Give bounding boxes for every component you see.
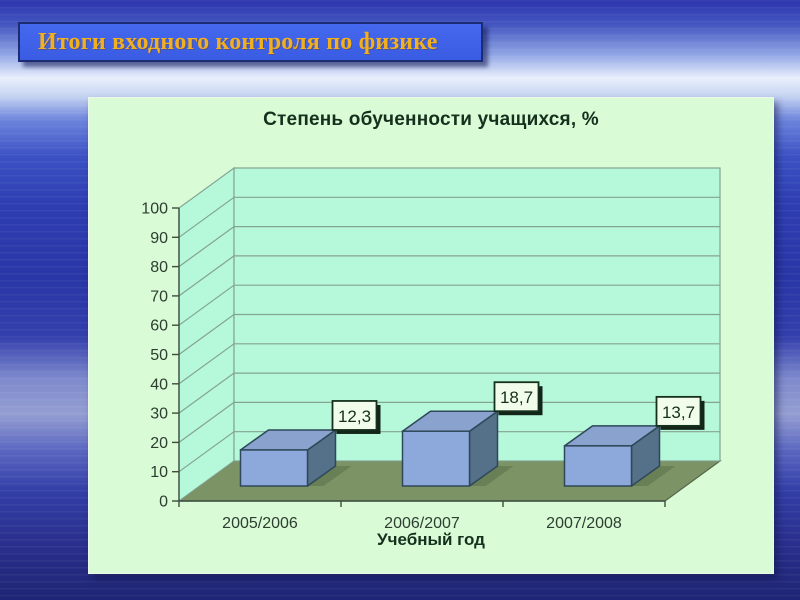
- y-tick-label: 40: [150, 376, 168, 393]
- chart-title: Степень обученности учащихся, %: [263, 109, 599, 130]
- value-label-box: [331, 400, 378, 431]
- value-label-box: [493, 381, 540, 413]
- y-tick-label: 80: [150, 259, 168, 276]
- x-category-label: 2007/2008: [546, 515, 622, 532]
- y-tick-label: 100: [141, 201, 168, 218]
- x-axis-title: Учебный год: [377, 530, 485, 549]
- y-tick-label: 20: [150, 435, 168, 452]
- y-tick-label: 60: [150, 318, 168, 335]
- value-label: 18,7: [500, 388, 533, 407]
- bar-front-face-2005/2006: [239, 449, 309, 487]
- gridline-side: [178, 255, 235, 297]
- slide-title: Итоги входного контроля по физике: [38, 28, 438, 55]
- gridline-side: [178, 314, 235, 355]
- y-tick-label: 90: [150, 230, 168, 247]
- gridline-side: [178, 431, 235, 473]
- bar-shadow: [631, 466, 676, 486]
- gridline-side: [178, 372, 235, 414]
- gridline-side: [178, 284, 235, 326]
- bar-front-face-2006/2007: [401, 430, 471, 487]
- y-tick-label: 30: [150, 406, 168, 423]
- gridline-side: [178, 196, 235, 238]
- y-tick-label: 10: [150, 464, 168, 481]
- bar-shadow: [469, 466, 514, 486]
- bar-chart-3d: 0 10 20 30 40 50 60 70 80 90 100 12,3 2005/2006 18,7 2…: [141, 166, 722, 532]
- y-tick-label: 50: [150, 347, 168, 364]
- x-category-label: 2006/2007: [384, 515, 460, 532]
- gridline-side: [178, 401, 235, 443]
- slide-title-banner: Итоги входного контроля по физике: [18, 22, 483, 62]
- value-label-box: [655, 395, 702, 427]
- bar-front-face-2007/2008: [563, 445, 633, 487]
- y-tick-label: 70: [150, 288, 168, 305]
- value-label: 12,3: [338, 407, 371, 426]
- gridline-side: [178, 226, 235, 268]
- x-category-label: 2005/2006: [222, 515, 298, 532]
- y-tick-label: 0: [159, 494, 168, 511]
- bar-shadow: [307, 466, 352, 486]
- value-label: 13,7: [662, 403, 695, 422]
- chart-panel: 0 10 20 30 40 50 60 70 80 90 100 12,3 2005/2006 18,7 2…: [88, 97, 774, 574]
- gridline-side: [178, 343, 235, 385]
